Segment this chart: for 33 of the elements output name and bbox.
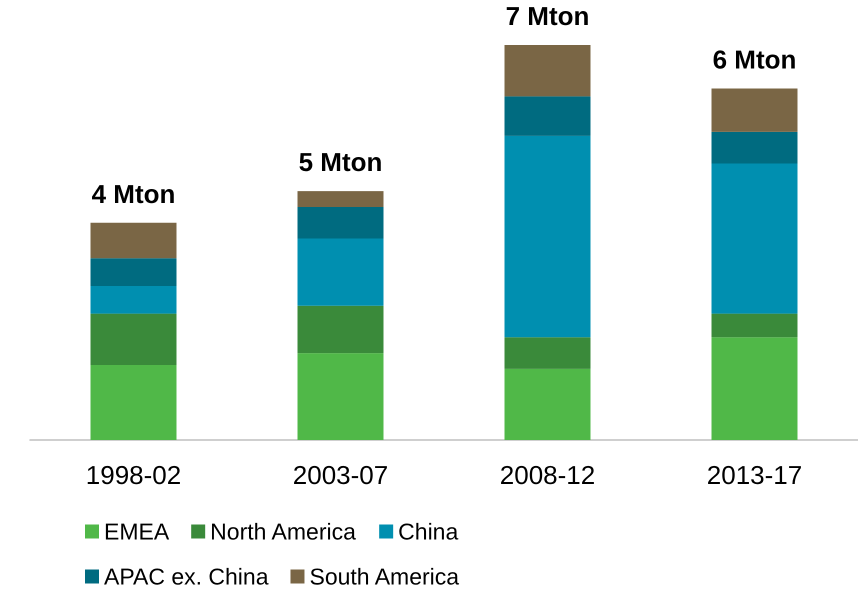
- x-tick-label: 1998-02: [86, 460, 182, 490]
- bar: [298, 206, 384, 239]
- bar: [712, 314, 798, 338]
- legend-label: China: [398, 518, 458, 544]
- legend-label: South America: [309, 564, 460, 590]
- bar: [712, 337, 798, 440]
- bar: [298, 238, 384, 306]
- bar: [90, 222, 176, 258]
- bar: [504, 96, 590, 136]
- bar: [298, 353, 384, 440]
- annotation: 5 Mton: [298, 147, 382, 178]
- annotation: 4 Mton: [92, 178, 176, 209]
- bar: [90, 364, 176, 440]
- legend-label: EMEA: [104, 518, 170, 544]
- bar: [504, 337, 590, 369]
- x-tick-label: 2008-12: [500, 460, 596, 490]
- bar: [298, 306, 384, 354]
- bar: [712, 164, 798, 314]
- annotation: 7 Mton: [506, 1, 590, 31]
- x-tick-label: 2003-07: [292, 460, 388, 490]
- bar: [90, 286, 176, 314]
- x-tick-label: 2013-17: [706, 460, 802, 490]
- legend-label: APAC ex. China: [104, 564, 269, 590]
- bar: [504, 368, 590, 440]
- legend-label: North America: [210, 518, 356, 544]
- bar: [504, 45, 590, 96]
- bar: [504, 136, 590, 338]
- bar: [712, 132, 798, 164]
- bar: [712, 88, 798, 132]
- bar: [90, 314, 176, 365]
- bar: [298, 191, 384, 207]
- bar: [90, 258, 176, 286]
- annotation: 6 Mton: [712, 44, 796, 74]
